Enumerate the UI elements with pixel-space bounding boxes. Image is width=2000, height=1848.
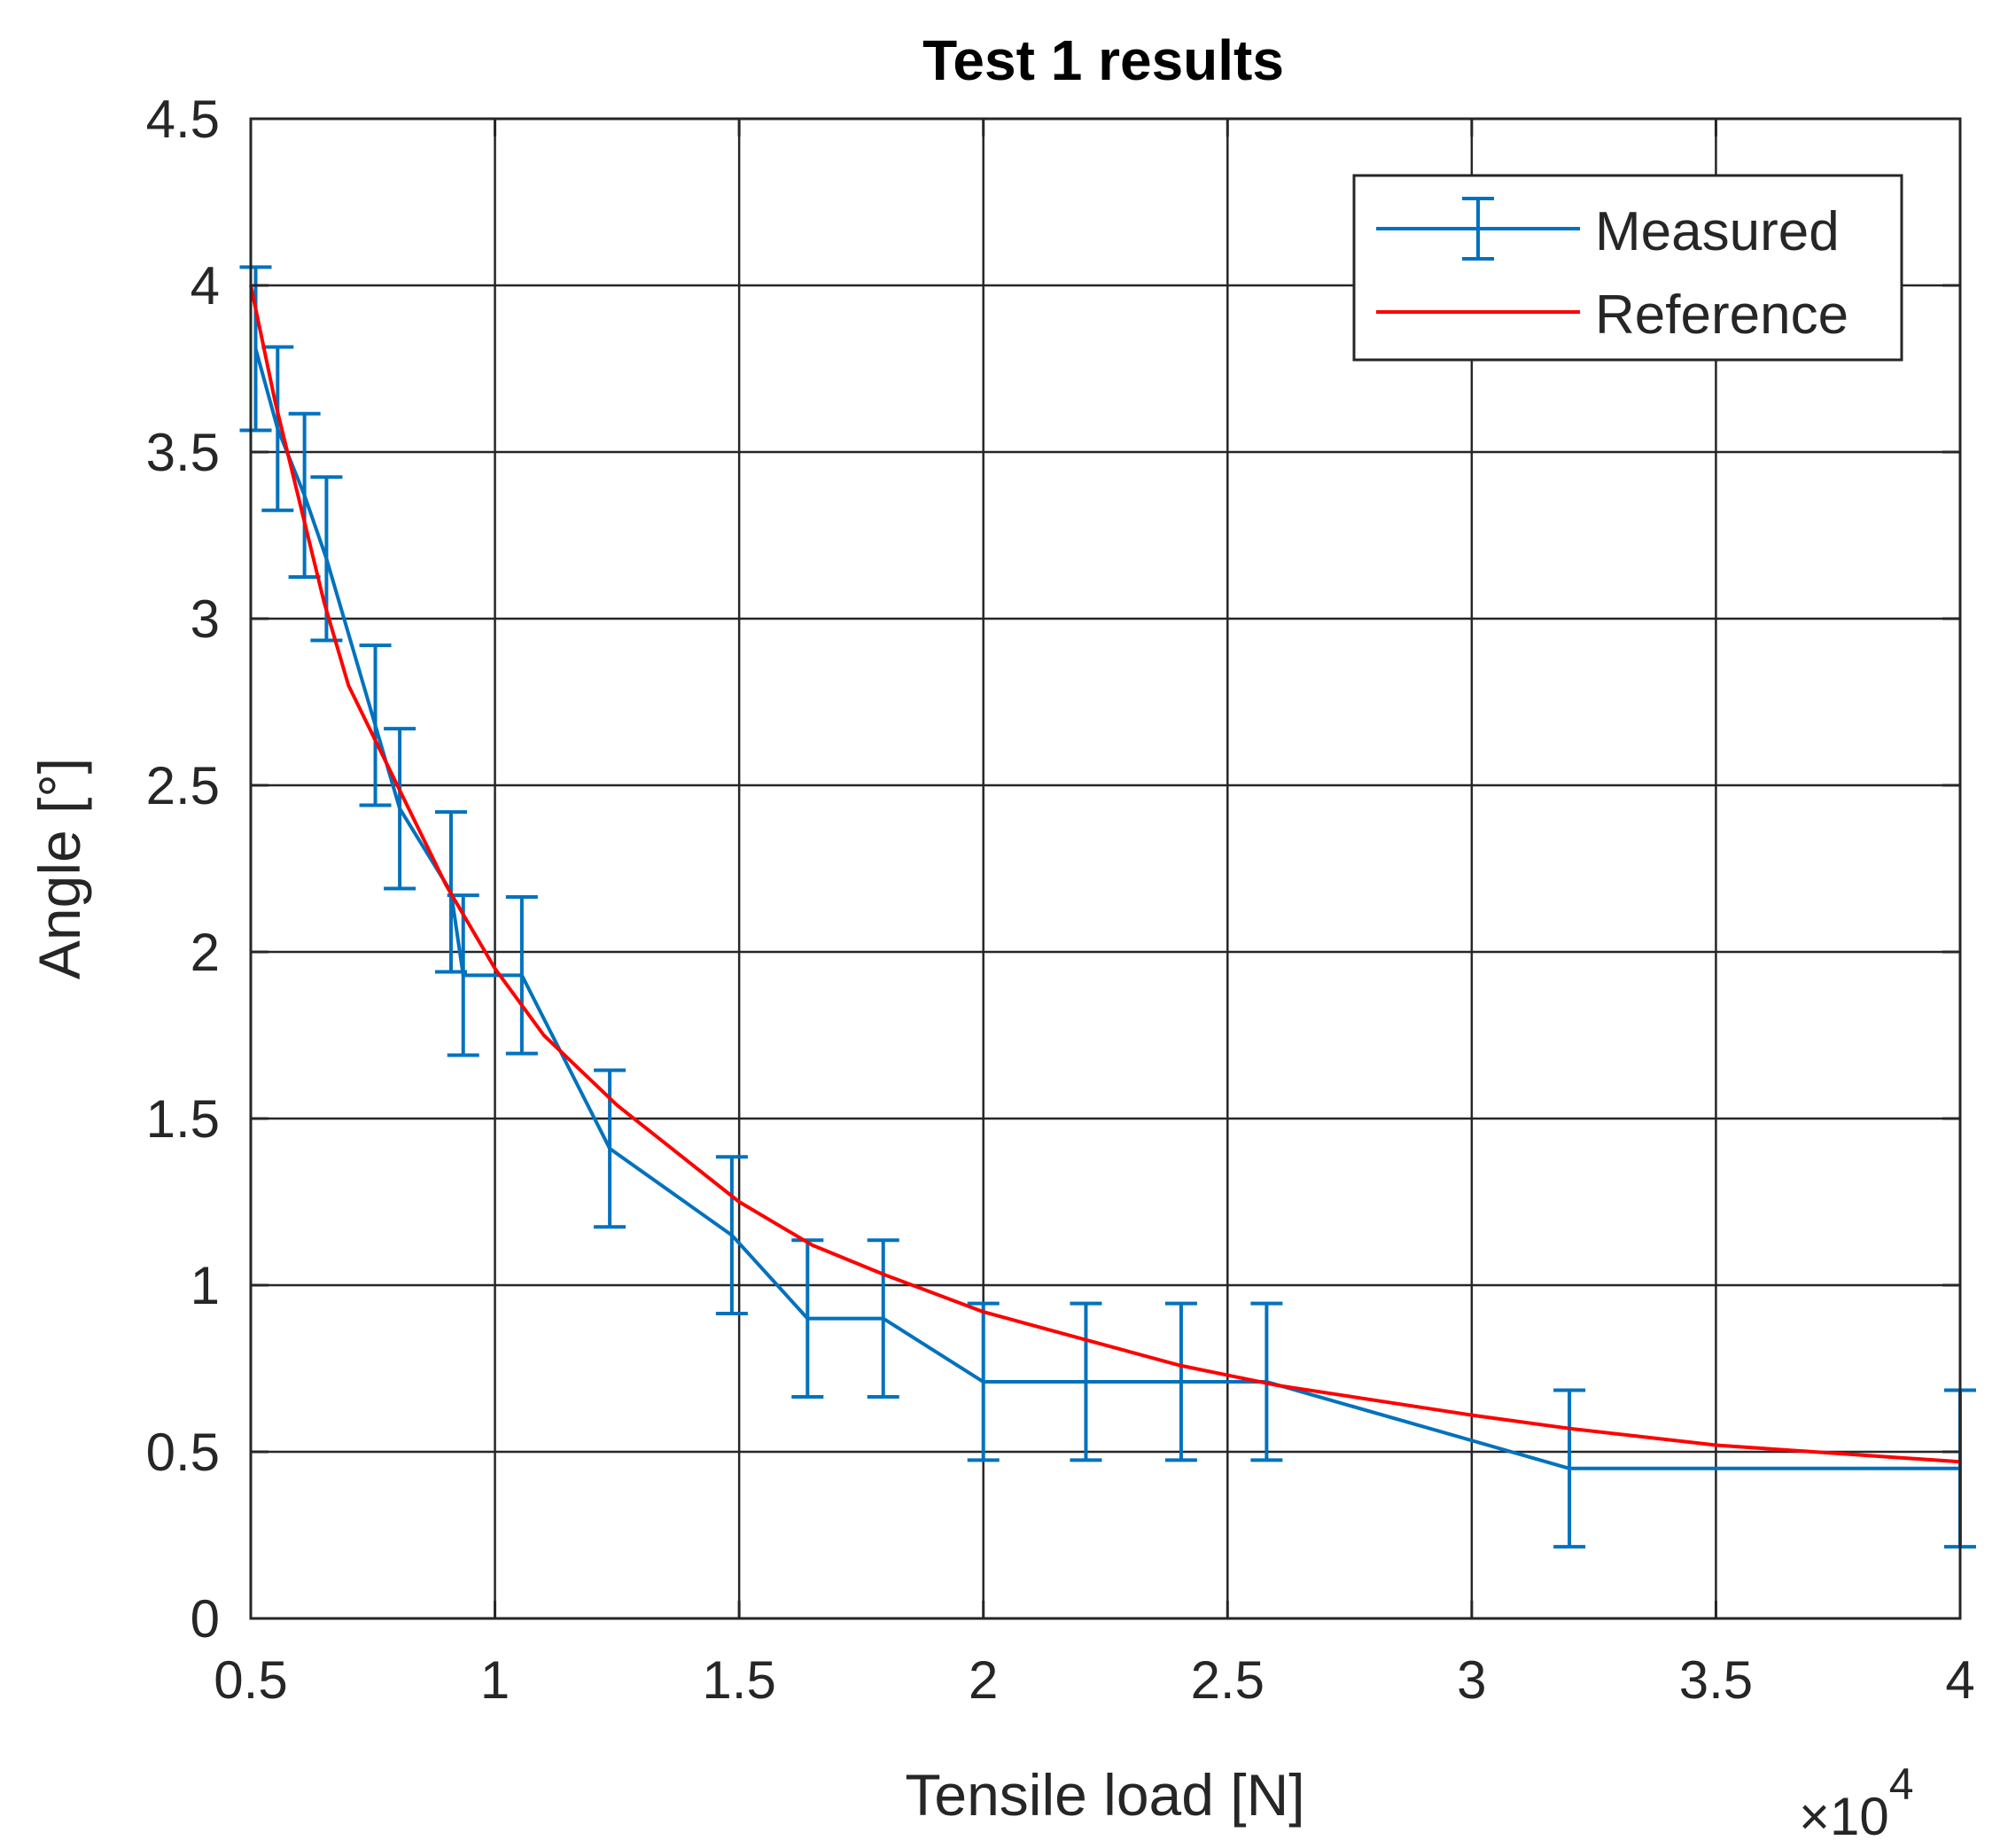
x-tick-label: 0.5 (214, 1650, 287, 1710)
y-tick-label: 2 (191, 923, 220, 982)
x-tick-label: 2 (969, 1650, 998, 1710)
y-tick-label: 0.5 (146, 1423, 220, 1482)
y-tick-label: 1 (191, 1256, 220, 1315)
x-tick-label: 1.5 (702, 1650, 775, 1710)
series-line-measured (253, 347, 1960, 1470)
y-axis-label: Angle [°] (27, 758, 92, 979)
y-tick-label: 0 (191, 1589, 220, 1649)
x-axis-label: Tensile load [N] (905, 1762, 1304, 1828)
x-axis-multiplier-base: ×10 (1799, 1787, 1889, 1846)
legend-box (1352, 174, 1903, 362)
y-tick-label: 2.5 (146, 756, 220, 815)
chart-title: Test 1 results (922, 28, 1284, 92)
x-tick-label: 2.5 (1191, 1650, 1265, 1710)
x-tick-label: 3.5 (1679, 1650, 1753, 1710)
legend-label-measured: Measured (1595, 201, 1840, 262)
x-axis-multiplier: ×104 (1799, 1759, 1914, 1846)
y-tick-label: 3.5 (146, 423, 220, 482)
plot-area-frame (249, 117, 1962, 1620)
legend-measured-sample (1376, 197, 1580, 261)
y-tick-label: 4 (191, 256, 220, 316)
y-tick-label: 3 (191, 589, 220, 649)
legend: Measured Reference (1352, 174, 1903, 362)
y-tick-label: 4.5 (146, 90, 220, 149)
legend-label-reference: Reference (1595, 285, 1848, 346)
y-tick-label: 1.5 (146, 1089, 220, 1149)
x-tick-label: 1 (480, 1650, 510, 1710)
series-lines (249, 285, 1961, 1470)
x-tick-label: 3 (1457, 1650, 1486, 1710)
y-tick-labels: 0 0.5 1 1.5 2 2.5 3 3.5 4 4.5 (146, 90, 220, 1649)
x-axis-multiplier-exponent: 4 (1889, 1759, 1914, 1809)
axis-ticks (249, 117, 1962, 1620)
series-line-reference (249, 285, 1961, 1464)
x-tick-label: 4 (1945, 1650, 1974, 1710)
x-tick-labels: 0.5 1 1.5 2 2.5 3 3.5 4 (214, 1650, 1974, 1710)
